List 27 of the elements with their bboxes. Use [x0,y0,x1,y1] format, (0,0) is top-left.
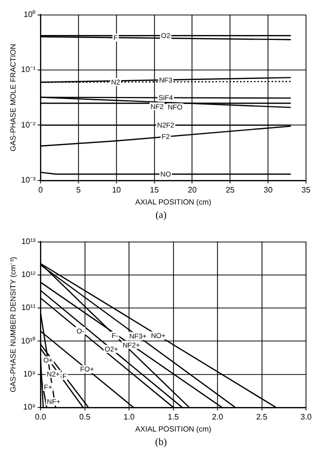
y-tick-label: 10⁻¹ [21,65,36,74]
x-tick-label: 25 [226,185,236,194]
y-tick-label: 10⁹ [23,369,36,378]
x-tick-label: 35 [302,185,311,194]
x-tick-label: 15 [150,185,160,194]
x-tick-label: 0.0 [35,412,47,422]
x-tick-label: 10 [112,185,122,194]
x-tick-label: 0 [38,185,44,194]
x-tick-label: 30 [264,185,274,194]
x-tick-label: 2.5 [256,412,268,422]
x-tick-label: 1.5 [168,412,180,422]
x-tick-label: 3.0 [300,412,312,422]
x-tick-label: 0.5 [79,412,91,422]
y-tick-label: 10⁻³ [21,176,36,185]
y-tick-label: 10⁸ [23,402,36,412]
text: (b) [154,437,168,448]
x-tick-label: 20 [188,185,198,194]
text: (a) [154,210,168,221]
y-tick-label: 10¹³ [21,237,36,246]
y-tick-label: 10¹¹ [21,303,36,312]
x-tick-label: 5 [76,185,82,194]
x-tick-label: 2.0 [212,412,224,422]
y-tick-label: 10¹² [21,270,36,280]
x-tick-label: 1.0 [123,412,136,422]
y-tick-label: 10¹⁰ [21,336,36,346]
y-tick-label: 10⁰ [24,10,36,20]
y-tick-label: 10⁻² [21,120,36,130]
